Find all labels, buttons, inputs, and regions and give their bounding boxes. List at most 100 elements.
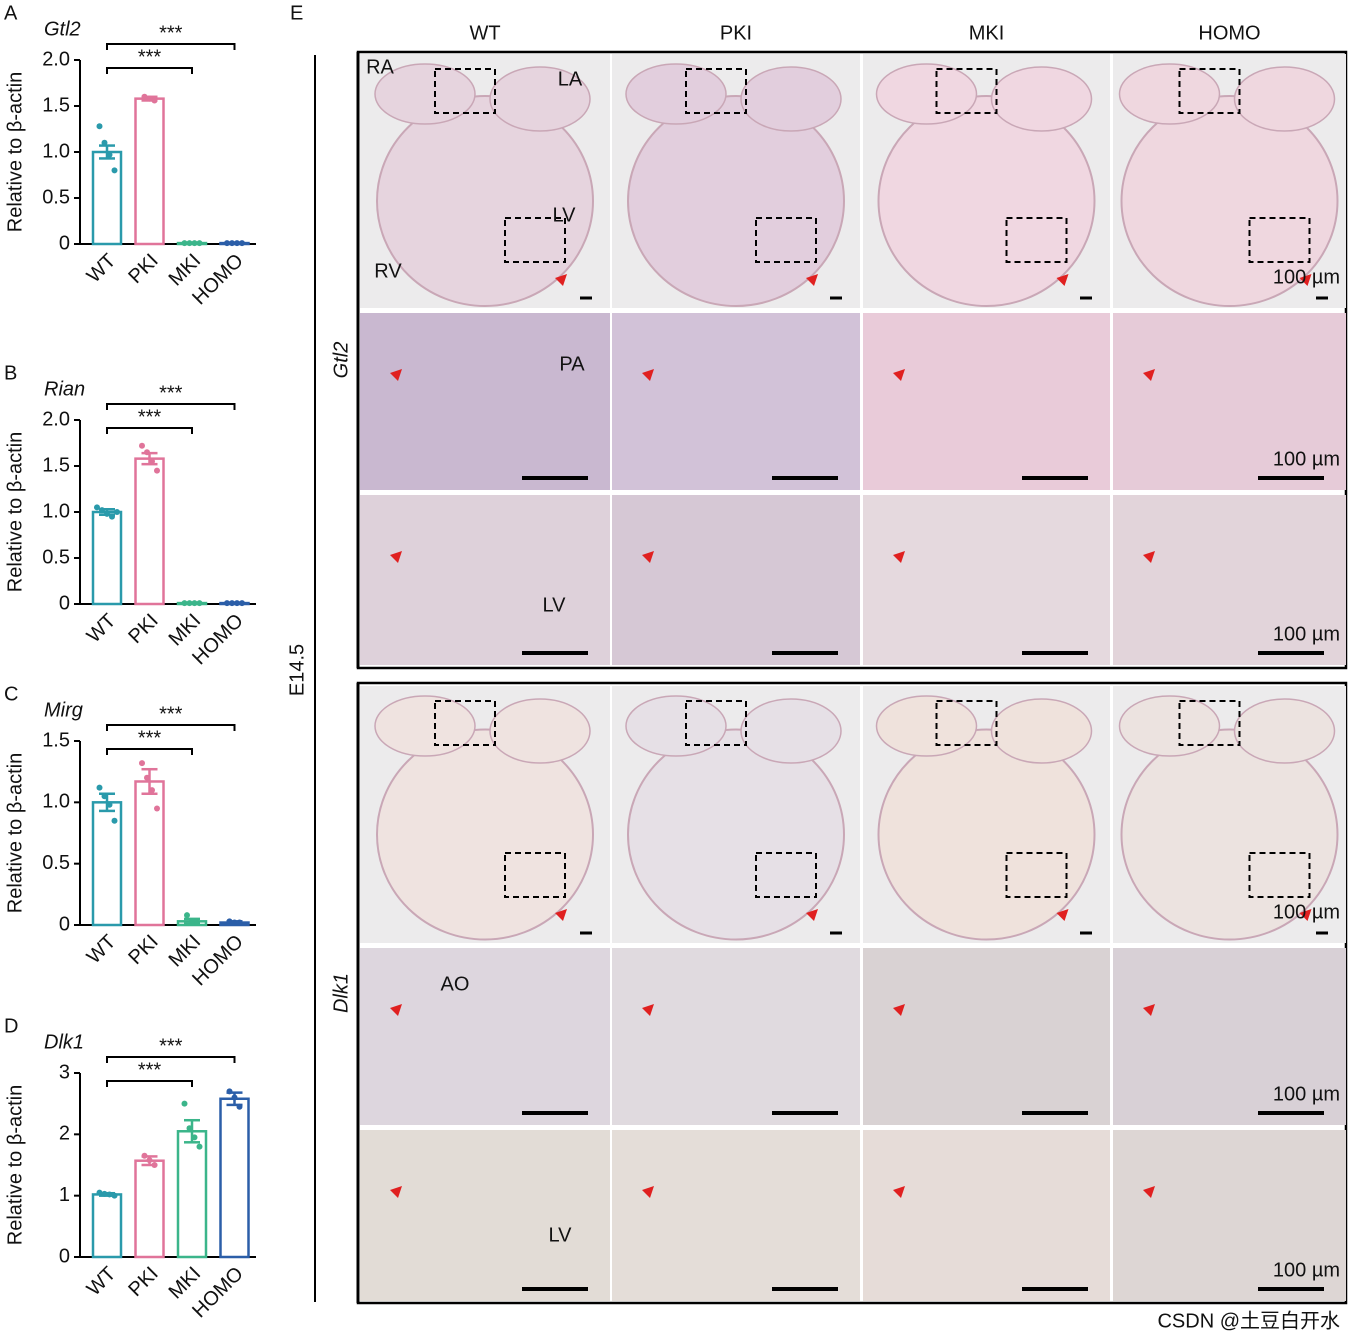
- heart-section: [627, 728, 845, 941]
- y-tick-label: 1.5: [42, 729, 70, 751]
- y-tick-label: 2: [59, 1123, 70, 1145]
- atrium-section: [625, 695, 727, 757]
- inset-box: [935, 700, 998, 746]
- data-point: [239, 600, 245, 607]
- arrowhead: [806, 909, 818, 921]
- arrowhead: [642, 1186, 654, 1198]
- arrowhead: [1143, 1004, 1155, 1016]
- data-point: [104, 510, 110, 517]
- data-point: [224, 240, 230, 247]
- inset-box: [1178, 68, 1241, 114]
- inset-box: [1248, 852, 1311, 898]
- data-point: [111, 817, 118, 824]
- significance-bracket: [106, 1056, 236, 1063]
- bar: [134, 97, 165, 246]
- chart-title: Rian: [44, 378, 85, 400]
- data-point: [239, 240, 245, 247]
- significance-bracket: [106, 1080, 193, 1087]
- arrowhead: [1056, 274, 1069, 286]
- data-point: [106, 1191, 113, 1198]
- data-point: [151, 97, 158, 104]
- data-point: [101, 1190, 108, 1197]
- arrowhead: [893, 1004, 905, 1016]
- column-header: WT: [469, 22, 500, 44]
- data-point: [191, 240, 198, 247]
- panel-label: B: [4, 362, 17, 384]
- significance-label: ***: [159, 382, 183, 404]
- inset-box: [1005, 217, 1068, 263]
- arrowhead: [555, 909, 567, 921]
- arrowhead: [555, 274, 567, 286]
- data-point: [146, 1157, 153, 1164]
- arrowhead: [806, 274, 818, 286]
- data-point: [189, 918, 195, 925]
- bar: [134, 780, 165, 927]
- inset-box: [935, 68, 998, 114]
- significance-bracket: [106, 403, 236, 410]
- data-point: [99, 507, 105, 514]
- data-point: [236, 919, 243, 926]
- atrium-section: [740, 698, 842, 764]
- column-header: HOMO: [1198, 22, 1260, 44]
- inset-box: [685, 700, 747, 746]
- significance-label: ***: [138, 727, 162, 749]
- data-point: [144, 774, 150, 781]
- inset-box: [685, 68, 747, 114]
- data-point: [106, 801, 113, 808]
- panel-label: C: [4, 683, 18, 705]
- data-point: [101, 793, 108, 800]
- y-tick-label: 2.0: [42, 48, 70, 70]
- micrograph: [360, 948, 610, 1125]
- micrograph: [612, 948, 860, 1125]
- image-label: AO: [441, 973, 470, 995]
- panel-label: D: [4, 1015, 18, 1037]
- y-tick-label: 3: [59, 1061, 70, 1083]
- data-point: [231, 919, 238, 926]
- data-point: [191, 600, 198, 607]
- data-point: [114, 509, 120, 515]
- micrograph: [863, 948, 1110, 1125]
- y-tick-label: 2.0: [42, 408, 70, 430]
- atrium-section: [489, 66, 591, 132]
- inset-box: [755, 217, 817, 263]
- data-point: [181, 600, 188, 607]
- y-tick-label: 1.0: [42, 140, 70, 162]
- y-tick-label: 1.0: [42, 500, 70, 522]
- bar: [91, 150, 123, 246]
- significance-label: ***: [159, 22, 183, 44]
- data-point: [111, 167, 118, 174]
- data-point: [229, 600, 235, 607]
- bar: [91, 1193, 123, 1259]
- heart-section: [376, 728, 594, 941]
- data-point: [186, 240, 193, 247]
- x-tick-label: WT: [83, 931, 121, 969]
- data-point: [234, 240, 240, 247]
- data-point: [236, 1103, 243, 1110]
- arrowhead: [390, 1004, 402, 1016]
- data-point: [146, 95, 153, 102]
- bar: [219, 1097, 250, 1259]
- x-tick-label: PKI: [124, 250, 162, 288]
- inset-box: [1248, 217, 1311, 263]
- atrium-section: [1233, 698, 1336, 764]
- micrograph: [612, 495, 860, 665]
- significance-bracket: [106, 67, 193, 74]
- arrowhead: [642, 369, 654, 381]
- stage-label: E14.5: [286, 644, 308, 696]
- data-point: [151, 1162, 158, 1168]
- gene-label: Dlk1: [330, 973, 352, 1013]
- significance-label: ***: [138, 406, 162, 428]
- arrowhead: [390, 1186, 402, 1198]
- image-label: LV: [549, 1224, 573, 1246]
- y-tick-label: 0.5: [42, 852, 70, 874]
- arrowhead: [390, 551, 402, 563]
- micrograph: [1113, 948, 1346, 1125]
- y-tick-label: 0: [59, 1245, 70, 1267]
- micrograph: [360, 1130, 610, 1301]
- atrium-section: [990, 698, 1093, 764]
- y-axis-label: Relative to β-actin: [4, 1085, 26, 1245]
- data-point: [109, 513, 115, 520]
- arrowhead: [1299, 274, 1312, 286]
- significance-label: ***: [138, 1059, 162, 1081]
- image-label: LA: [558, 68, 583, 90]
